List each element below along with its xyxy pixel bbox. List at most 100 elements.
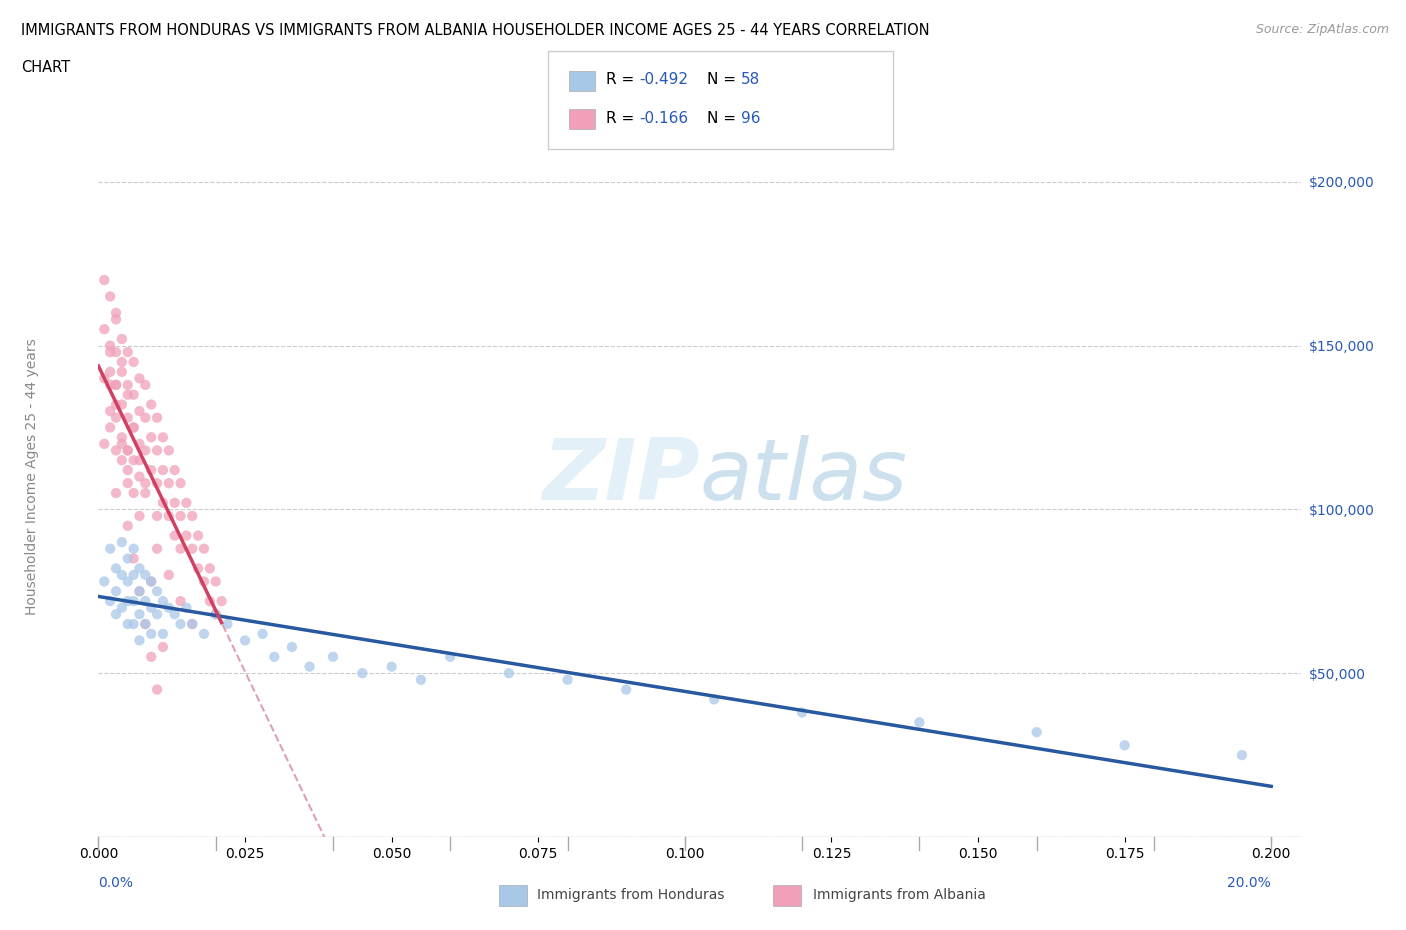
Point xyxy=(146,443,169,458)
Point xyxy=(98,420,121,435)
Point xyxy=(181,541,204,556)
Point xyxy=(117,345,139,360)
Point xyxy=(157,443,180,458)
Point xyxy=(93,371,115,386)
Point xyxy=(146,509,169,524)
Point xyxy=(128,436,150,451)
Text: Immigrants from Honduras: Immigrants from Honduras xyxy=(537,887,724,902)
Point xyxy=(163,496,186,511)
Point xyxy=(169,541,191,556)
Point xyxy=(217,617,239,631)
Point xyxy=(105,561,128,576)
Point xyxy=(105,378,128,392)
Point xyxy=(117,593,139,608)
Point xyxy=(146,541,169,556)
Point xyxy=(157,600,180,615)
Point xyxy=(122,567,145,582)
Point xyxy=(111,397,134,412)
Point xyxy=(122,485,145,500)
Point xyxy=(98,345,121,360)
Point xyxy=(117,617,139,631)
Point xyxy=(134,476,156,491)
Text: R =: R = xyxy=(606,111,640,126)
Point xyxy=(169,617,191,631)
Point xyxy=(157,567,180,582)
Point xyxy=(128,584,150,599)
Point xyxy=(181,617,204,631)
Point xyxy=(198,593,221,608)
Point xyxy=(157,509,180,524)
Point xyxy=(98,378,121,392)
Text: 58: 58 xyxy=(741,72,761,86)
Point xyxy=(322,649,344,664)
Point xyxy=(134,617,156,631)
Point xyxy=(111,354,134,369)
Point xyxy=(111,436,134,451)
Point xyxy=(122,420,145,435)
Point xyxy=(176,528,198,543)
Point xyxy=(187,561,209,576)
Text: Source: ZipAtlas.com: Source: ZipAtlas.com xyxy=(1256,23,1389,36)
Text: CHART: CHART xyxy=(21,60,70,75)
Point xyxy=(117,476,139,491)
Point xyxy=(98,365,121,379)
Point xyxy=(1025,724,1047,739)
Point xyxy=(98,593,121,608)
Text: N =: N = xyxy=(707,111,741,126)
Point xyxy=(117,574,139,589)
Point xyxy=(1230,748,1253,763)
Point xyxy=(122,617,145,631)
Point xyxy=(111,365,134,379)
Point xyxy=(122,541,145,556)
Point xyxy=(105,410,128,425)
Point xyxy=(557,672,579,687)
Point xyxy=(252,627,274,642)
Point xyxy=(128,561,150,576)
Point xyxy=(134,567,156,582)
Point xyxy=(117,551,139,566)
Point xyxy=(146,410,169,425)
Point xyxy=(117,378,139,392)
Point xyxy=(163,528,186,543)
Point xyxy=(187,528,209,543)
Point xyxy=(152,627,174,642)
Point xyxy=(152,430,174,445)
Point xyxy=(122,593,145,608)
Point xyxy=(141,397,163,412)
Point xyxy=(146,606,169,621)
Point xyxy=(193,574,215,589)
Point xyxy=(122,387,145,402)
Point xyxy=(146,584,169,599)
Point xyxy=(169,476,191,491)
Point xyxy=(98,339,121,353)
Point xyxy=(117,443,139,458)
Point xyxy=(111,453,134,468)
Point xyxy=(122,354,145,369)
Text: R =: R = xyxy=(606,72,640,86)
Point xyxy=(298,659,321,674)
Point xyxy=(176,600,198,615)
Point xyxy=(134,593,156,608)
Point xyxy=(193,627,215,642)
Point xyxy=(105,606,128,621)
Text: N =: N = xyxy=(707,72,741,86)
Point xyxy=(233,633,256,648)
Point xyxy=(111,600,134,615)
Point xyxy=(157,476,180,491)
Point xyxy=(128,509,150,524)
Point xyxy=(204,574,226,589)
Point xyxy=(122,551,145,566)
Point xyxy=(117,518,139,533)
Point xyxy=(105,584,128,599)
Point xyxy=(111,567,134,582)
Point xyxy=(1114,737,1136,752)
Point xyxy=(134,378,156,392)
Point xyxy=(128,606,150,621)
Point xyxy=(152,640,174,655)
Point xyxy=(204,606,226,621)
Point xyxy=(163,606,186,621)
Point xyxy=(128,584,150,599)
Text: -0.166: -0.166 xyxy=(640,111,689,126)
Point xyxy=(117,410,139,425)
Point xyxy=(204,606,226,621)
